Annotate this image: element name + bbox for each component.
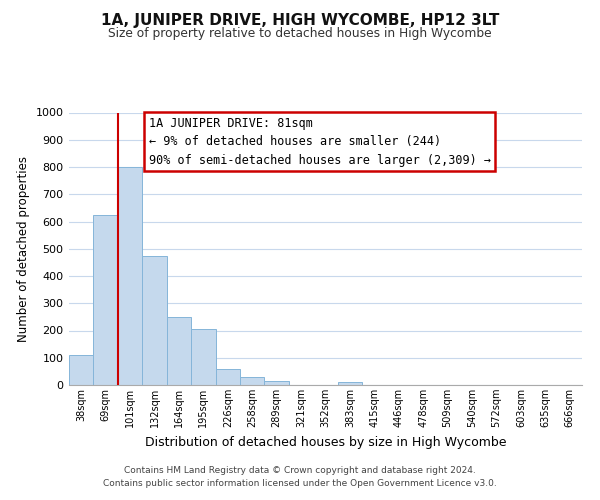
Y-axis label: Number of detached properties: Number of detached properties <box>17 156 30 342</box>
Bar <box>338 382 362 385</box>
X-axis label: Distribution of detached houses by size in High Wycombe: Distribution of detached houses by size … <box>145 436 506 448</box>
Bar <box>142 256 167 385</box>
Bar <box>240 377 265 385</box>
Bar <box>265 381 289 385</box>
Bar <box>69 355 94 385</box>
Text: Contains HM Land Registry data © Crown copyright and database right 2024.
Contai: Contains HM Land Registry data © Crown c… <box>103 466 497 487</box>
Bar <box>118 167 142 385</box>
Bar <box>167 317 191 385</box>
Bar <box>191 329 215 385</box>
Bar <box>215 368 240 385</box>
Bar <box>94 214 118 385</box>
Text: 1A, JUNIPER DRIVE, HIGH WYCOMBE, HP12 3LT: 1A, JUNIPER DRIVE, HIGH WYCOMBE, HP12 3L… <box>101 12 499 28</box>
Text: Size of property relative to detached houses in High Wycombe: Size of property relative to detached ho… <box>108 28 492 40</box>
Text: 1A JUNIPER DRIVE: 81sqm
← 9% of detached houses are smaller (244)
90% of semi-de: 1A JUNIPER DRIVE: 81sqm ← 9% of detached… <box>149 116 491 166</box>
